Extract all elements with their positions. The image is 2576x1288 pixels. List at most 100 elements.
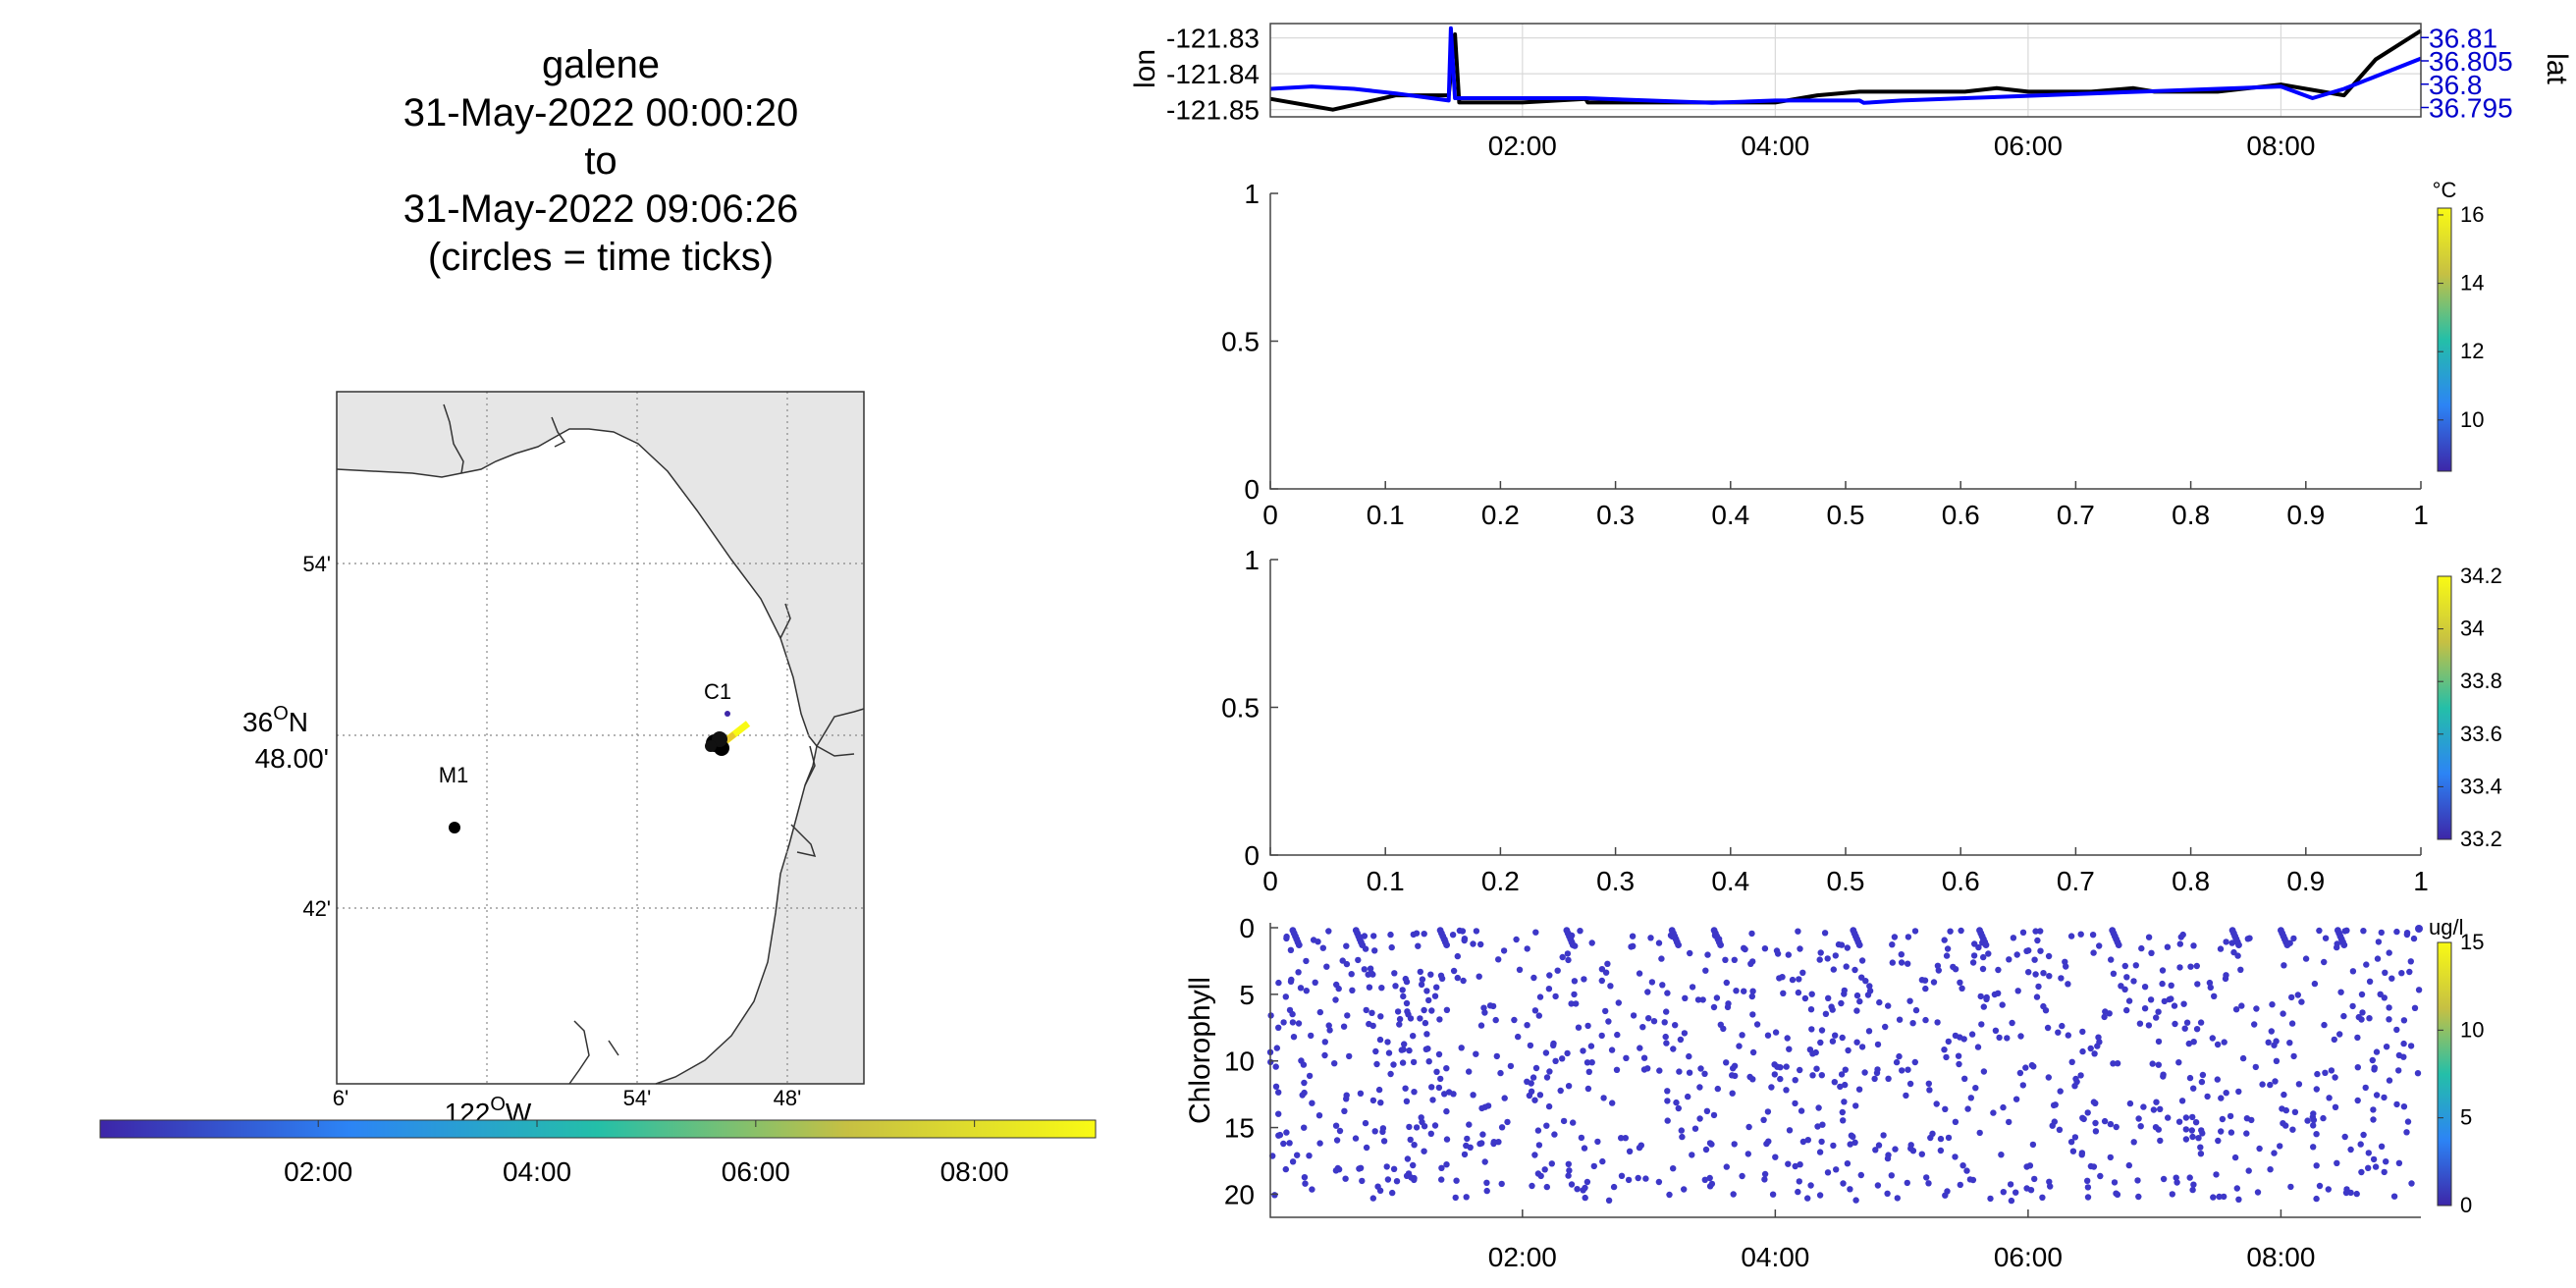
position-y-tick-label: -121.84 bbox=[1166, 59, 1260, 89]
chlorophyll-point bbox=[1691, 1125, 1699, 1132]
chlorophyll-point bbox=[1303, 957, 1310, 965]
temperature-y-tick-label: 1 bbox=[1244, 179, 1260, 209]
chlorophyll-point bbox=[2199, 1071, 2207, 1079]
chlorophyll-point bbox=[2009, 1019, 2015, 1027]
chlorophyll-point bbox=[1598, 966, 1606, 973]
chlorophyll-point bbox=[1720, 1025, 1727, 1033]
chlorophyll-point bbox=[1816, 956, 1823, 963]
chlorophyll-point bbox=[1588, 939, 1595, 946]
chlorophyll-point bbox=[1346, 1052, 1353, 1060]
chlorophyll-point bbox=[1443, 1107, 1450, 1115]
chlorophyll-point bbox=[1564, 1049, 1571, 1057]
chlorophyll-point bbox=[2244, 936, 2251, 942]
chlorophyll-point bbox=[1764, 1032, 1772, 1039]
chlorophyll-point bbox=[1598, 1032, 1605, 1040]
chlorophyll-point bbox=[1819, 1121, 1826, 1128]
chlorophyll-colorbar-tick-label: 5 bbox=[2460, 1105, 2472, 1130]
chlorophyll-point bbox=[1438, 1164, 1445, 1172]
chlorophyll-point bbox=[1316, 1008, 1324, 1016]
chlorophyll-point bbox=[1731, 956, 1739, 963]
chlorophyll-point bbox=[2228, 939, 2235, 946]
temperature-axes bbox=[1269, 193, 2421, 490]
map-lon-tick-48: 48' bbox=[774, 1086, 802, 1110]
chlorophyll-colorbar-ticks: 0 5 10 15 bbox=[2438, 930, 2484, 1217]
chlorophyll-point bbox=[2175, 1118, 2183, 1125]
chlorophyll-point bbox=[1899, 1067, 1905, 1074]
chlorophyll-point bbox=[1840, 1180, 1847, 1187]
chlorophyll-point bbox=[2400, 1017, 2408, 1024]
chlorophyll-point bbox=[2069, 1148, 2077, 1154]
chlorophyll-point bbox=[2179, 931, 2186, 939]
salinity-colorbar bbox=[2437, 575, 2452, 840]
chlorophyll-point bbox=[1842, 1066, 1850, 1073]
chlorophyll-point bbox=[1441, 1091, 1448, 1098]
chlorophyll-point bbox=[1580, 1047, 1586, 1054]
map-coastline bbox=[336, 428, 818, 1085]
chlorophyll-point bbox=[1417, 1015, 1423, 1022]
chlorophyll-point bbox=[1995, 990, 2002, 996]
chlorophyll-point bbox=[1383, 1163, 1390, 1170]
chlorophyll-point bbox=[2404, 1118, 2412, 1125]
chlorophyll-point bbox=[2197, 1019, 2205, 1026]
chlorophyll-point bbox=[1670, 1046, 1677, 1052]
chlorophyll-point bbox=[1352, 1135, 1360, 1142]
lat-deg-sup: O bbox=[273, 703, 289, 724]
chlorophyll-point bbox=[1308, 1032, 1315, 1040]
chlorophyll-point bbox=[1780, 990, 1787, 996]
salinity-y-tick-label: 1 bbox=[1244, 545, 1260, 575]
chlorophyll-point bbox=[1531, 1007, 1539, 1014]
chlorophyll-point bbox=[1486, 1002, 1494, 1009]
chlorophyll-point bbox=[1640, 1066, 1648, 1073]
chlorophyll-point bbox=[1343, 1096, 1350, 1102]
chlorophyll-point bbox=[1306, 1153, 1313, 1159]
chlorophyll-point bbox=[1696, 1115, 1703, 1122]
chlorophyll-point bbox=[2045, 952, 2053, 960]
chlorophyll-point bbox=[1784, 1035, 1791, 1042]
chlorophyll-point bbox=[1275, 979, 1282, 987]
chlorophyll-point bbox=[2084, 1184, 2092, 1191]
chlorophyll-colorbar-tick-label: 0 bbox=[2460, 1193, 2472, 1217]
chlorophyll-point bbox=[1983, 995, 1990, 1002]
time-colorbar-tick-label: 06:00 bbox=[722, 1156, 790, 1187]
chlorophyll-point bbox=[2160, 1073, 2167, 1080]
chlorophyll-point bbox=[1410, 1058, 1418, 1066]
chlorophyll-point bbox=[1315, 1112, 1323, 1119]
chlorophyll-point bbox=[2140, 1103, 2147, 1110]
chlorophyll-point bbox=[1463, 1194, 1470, 1201]
chlorophyll-point bbox=[2347, 1146, 2354, 1154]
chlorophyll-points bbox=[1266, 927, 2423, 1205]
chlorophyll-point bbox=[2084, 1194, 2092, 1201]
chlorophyll-point bbox=[2004, 1035, 2011, 1042]
chlorophyll-point bbox=[1546, 1068, 1553, 1075]
chlorophyll-point bbox=[2118, 983, 2124, 990]
chlorophyll-point bbox=[1378, 985, 1385, 992]
map-harbor bbox=[790, 824, 817, 858]
chlorophyll-point bbox=[1387, 931, 1394, 939]
chlorophyll-y-tick-label: 0 bbox=[1239, 913, 1255, 943]
chlorophyll-point bbox=[1980, 953, 1987, 961]
chlorophyll-point bbox=[2366, 978, 2374, 985]
title-line-5: (circles = time ticks) bbox=[428, 236, 774, 279]
chlorophyll-point bbox=[2322, 1069, 2329, 1077]
chlorophyll-point bbox=[2059, 1022, 2066, 1030]
chlorophyll-point bbox=[1884, 1190, 1891, 1198]
chlorophyll-point bbox=[1974, 1044, 1982, 1050]
chlorophyll-point bbox=[1739, 1172, 1745, 1180]
chlorophyll-point bbox=[1729, 1072, 1736, 1079]
chlorophyll-point bbox=[1736, 1043, 1743, 1049]
chlorophyll-point bbox=[1316, 1140, 1323, 1147]
chlorophyll-point bbox=[1303, 988, 1311, 994]
chlorophyll-point bbox=[1282, 1165, 1290, 1173]
chlorophyll-point bbox=[2374, 955, 2382, 962]
chlorophyll-point bbox=[1598, 977, 1606, 985]
chlorophyll-point bbox=[1958, 927, 1964, 935]
chlorophyll-point bbox=[1969, 959, 1977, 966]
chlorophyll-point bbox=[1761, 1170, 1769, 1178]
chlorophyll-point bbox=[2331, 1036, 2337, 1044]
chlorophyll-point bbox=[1377, 1100, 1384, 1106]
chlorophyll-point bbox=[1361, 933, 1368, 939]
chlorophyll-point bbox=[1610, 1183, 1618, 1191]
chlorophyll-point bbox=[2008, 1197, 2015, 1205]
chlorophyll-point bbox=[1438, 975, 1446, 982]
chlorophyll-point bbox=[1423, 988, 1430, 994]
